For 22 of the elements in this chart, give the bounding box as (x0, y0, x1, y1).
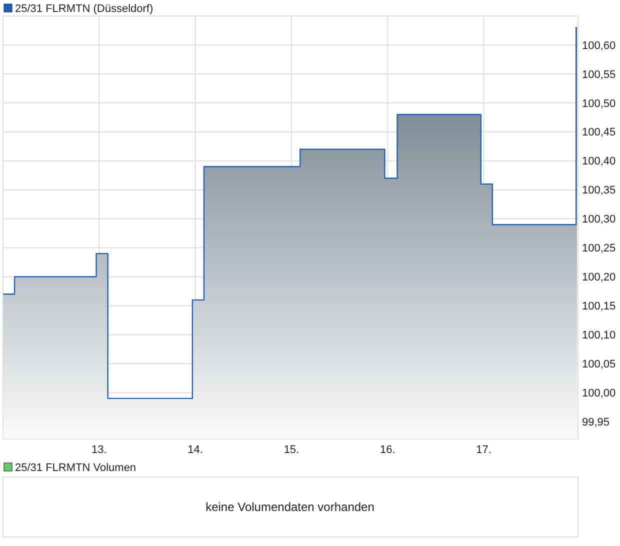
y-tick-label: 100,10 (582, 330, 616, 342)
legend-label: 25/31 FLRMTN (Düsseldorf) (15, 3, 154, 15)
y-tick-label: 99,95 (582, 416, 610, 428)
y-tick-label: 100,50 (582, 98, 616, 110)
y-tick-label: 100,05 (582, 358, 616, 371)
y-tick-label: 100,15 (582, 300, 616, 313)
y-tick-label: 100,20 (582, 272, 616, 284)
y-tick-label: 100,60 (582, 40, 616, 52)
y-tick-label: 100,30 (582, 214, 616, 226)
x-tick-label: 17. (476, 444, 492, 456)
y-tick-label: 100,35 (582, 184, 616, 197)
y-tick-label: 100,55 (582, 68, 616, 81)
y-tick-label: 100,40 (582, 156, 616, 168)
text: keine Volumendaten vorhanden (206, 500, 374, 514)
y-tick-label: 100,00 (582, 387, 616, 400)
text: 25/31 FLRMTN Volumen (15, 462, 136, 474)
y-tick-label: 100,25 (582, 242, 616, 255)
y-tick-label: 100,45 (582, 126, 616, 139)
x-tick-label: 15. (284, 444, 300, 456)
x-tick-label: 13. (92, 444, 107, 456)
x-tick-label: 16. (380, 444, 396, 456)
x-tick-label: 14. (188, 444, 203, 456)
